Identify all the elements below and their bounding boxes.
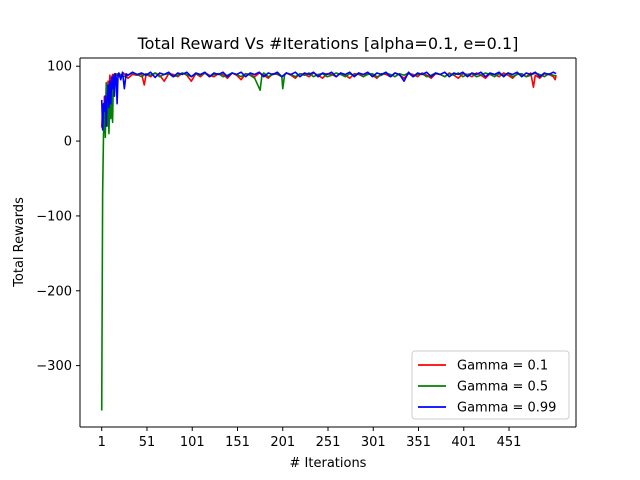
x-tick-label: 51 <box>139 435 156 450</box>
legend: Gamma = 0.1 Gamma = 0.5 Gamma = 0.99 <box>411 350 570 420</box>
chart-title: Total Reward Vs #Iterations [alpha=0.1, … <box>137 34 519 53</box>
legend-label-2: Gamma = 0.99 <box>457 401 556 416</box>
series-group <box>100 71 557 411</box>
x-axis-label: # Iterations <box>290 456 367 471</box>
x-tick-label: 101 <box>180 435 205 450</box>
y-tick-label: −200 <box>36 284 72 299</box>
x-tick-label: 401 <box>451 435 476 450</box>
y-tick-label: 100 <box>47 60 72 75</box>
legend-box <box>411 350 570 420</box>
x-tick-label: 201 <box>270 435 295 450</box>
x-tick-label: 351 <box>406 435 431 450</box>
x-tick-label: 451 <box>497 435 522 450</box>
x-tick-label: 1 <box>98 435 106 450</box>
y-tick-label: −100 <box>36 209 72 224</box>
legend-label-0: Gamma = 0.1 <box>457 359 548 374</box>
y-tick-label: −300 <box>36 359 72 374</box>
x-tick-label: 251 <box>316 435 341 450</box>
y-tick-label: 0 <box>64 135 72 150</box>
y-ticks: 100 0 −100 −200 −300 <box>36 60 80 374</box>
x-tick-label: 151 <box>225 435 250 450</box>
y-axis-label: Total Rewards <box>12 197 27 288</box>
legend-label-1: Gamma = 0.5 <box>457 380 548 395</box>
series-line-2 <box>100 71 557 131</box>
x-ticks: 1 51 101 151 201 251 301 351 401 451 <box>98 427 522 450</box>
x-tick-label: 301 <box>361 435 386 450</box>
